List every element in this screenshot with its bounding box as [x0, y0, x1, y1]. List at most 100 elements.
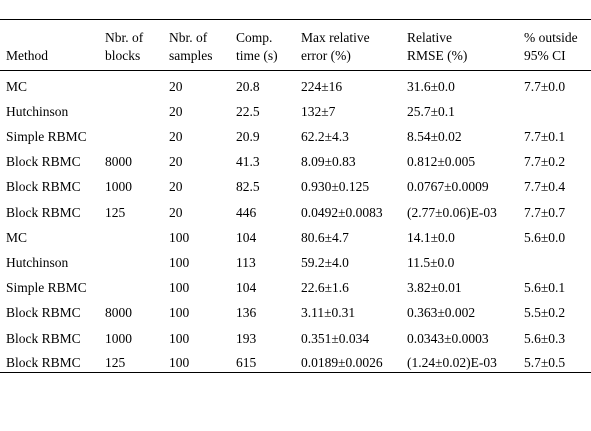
cell-samples: 20	[169, 179, 183, 195]
cell-max-error: 8.09±0.83	[301, 154, 356, 170]
cell-rmse: 3.82±0.01	[407, 280, 462, 296]
cell-rmse: 0.0767±0.0009	[407, 179, 489, 195]
cell-samples: 100	[169, 255, 190, 270]
table-body: MC 20 20.8 224±16 31.6±0.0 7.7±0.0 Hutchinson…	[0, 71, 591, 373]
table-row: Block RBMC 125 20 446 0.0492±0.0083 (2.77±0.0…	[0, 196, 591, 221]
cell-max-error: 0.351±0.034	[301, 330, 370, 346]
cell-samples: 20	[169, 103, 183, 119]
cell-time: 113	[236, 255, 256, 270]
cell-outside-ci: 5.5±0.2	[524, 305, 566, 321]
cell-blocks: 125	[105, 204, 126, 220]
table-row: Block RBMC 125 100 615 0.0189±0.0026 (1.24±0.…	[0, 348, 591, 373]
header-time-line-1: Comp.	[236, 30, 273, 45]
cell-outside-ci: 5.6±0.0	[524, 229, 566, 245]
cell-max-error: 0.0492±0.0083	[301, 204, 383, 220]
header-samples-line-2: samples	[169, 48, 213, 63]
cell-rmse: 0.812±0.005	[407, 154, 476, 170]
cell-outside-ci: 7.7±0.7	[524, 204, 566, 220]
header-time: Comp. time (s)	[236, 20, 301, 71]
cell-outside-ci: 7.7±0.1	[524, 129, 566, 145]
cell-method: Block RBMC	[6, 154, 81, 170]
cell-method: Block RBMC	[6, 330, 81, 346]
header-rmse: Relative RMSE (%)	[407, 20, 524, 71]
cell-method: Simple RBMC	[6, 280, 87, 296]
cell-outside-ci: 7.7±0.0	[524, 78, 566, 94]
cell-max-error: 0.930±0.125	[301, 179, 370, 195]
cell-rmse: 0.363±0.002	[407, 305, 476, 321]
header-max-error: Max relative error (%)	[301, 20, 407, 71]
cell-method: MC	[6, 229, 28, 245]
cell-method: MC	[6, 78, 28, 94]
table-row: MC 20 20.8 224±16 31.6±0.0 7.7±0.0	[0, 71, 591, 96]
cell-rmse: 14.1±0.0	[407, 229, 455, 245]
cell-rmse: 25.7±0.1	[407, 103, 455, 119]
table-row: Block RBMC 1000 20 82.5 0.930±0.125 0.0767±0.…	[0, 171, 591, 196]
table-row: Block RBMC 1000 100 193 0.351±0.034 0.0343±0.…	[0, 322, 591, 347]
cell-samples: 20	[169, 78, 183, 94]
cell-time: 615	[236, 355, 257, 371]
header-max-error-line-2: error (%)	[301, 48, 351, 63]
cell-rmse: (2.77±0.06)E-03	[407, 204, 497, 220]
cell-blocks	[105, 247, 169, 272]
cell-outside-ci: 5.6±0.1	[524, 280, 566, 296]
cell-time: 104	[236, 229, 257, 245]
cell-samples: 100	[169, 355, 190, 371]
cell-max-error: 22.6±1.6	[301, 280, 349, 296]
header-blocks: Nbr. of blocks	[105, 20, 169, 71]
table-header: Method Nbr. of blocks Nbr. of samples Co…	[0, 19, 591, 71]
cell-max-error: 62.2±4.3	[301, 129, 349, 145]
cell-max-error: 59.2±4.0	[301, 255, 349, 270]
cell-blocks: 8000	[105, 154, 132, 170]
cell-outside-ci: 5.7±0.5	[524, 355, 566, 371]
table-row: Hutchinson 20 22.5 132±7 25.7±0.1	[0, 96, 591, 121]
cell-blocks: 8000	[105, 305, 132, 321]
cell-blocks: 1000	[105, 330, 132, 346]
table-row: Block RBMC 8000 20 41.3 8.09±0.83 0.812±0.005…	[0, 146, 591, 171]
cell-time: 22.5	[236, 103, 260, 119]
header-rmse-line-1: Relative	[407, 30, 452, 45]
cell-samples: 20	[169, 154, 183, 170]
cell-time: 41.3	[236, 154, 260, 170]
header-method-line-1	[6, 29, 105, 47]
header-samples: Nbr. of samples	[169, 20, 236, 71]
cell-samples: 100	[169, 330, 190, 346]
cell-rmse: 8.54±0.02	[407, 129, 462, 145]
header-samples-line-1: Nbr. of	[169, 30, 208, 45]
cell-time: 20.8	[236, 78, 260, 94]
header-outside-ci-line-2: 95% CI	[524, 48, 566, 63]
header-method: Method	[6, 20, 105, 71]
cell-rmse: (1.24±0.02)E-03	[407, 355, 497, 371]
cell-time: 136	[236, 305, 257, 321]
table-row: Simple RBMC 100 104 22.6±1.6 3.82±0.01 5.6±0.…	[0, 272, 591, 297]
cell-blocks	[105, 96, 169, 121]
header-max-error-line-1: Max relative	[301, 30, 370, 45]
cell-max-error: 3.11±0.31	[301, 305, 356, 321]
cell-method: Hutchinson	[6, 255, 69, 270]
header-time-line-2: time (s)	[236, 48, 278, 63]
cell-outside-ci: 7.7±0.4	[524, 179, 566, 195]
header-blocks-line-1: Nbr. of	[105, 30, 144, 45]
cell-method: Block RBMC	[6, 179, 81, 195]
cell-max-error: 0.0189±0.0026	[301, 355, 383, 371]
cell-blocks: 1000	[105, 179, 132, 195]
cell-rmse: 11.5±0.0	[407, 255, 455, 270]
table-row: Hutchinson 100 113 59.2±4.0 11.5±0.0	[0, 247, 591, 272]
cell-max-error: 132±7	[301, 103, 336, 119]
cell-max-error: 80.6±4.7	[301, 229, 349, 245]
cell-samples: 100	[169, 305, 190, 321]
results-table: Method Nbr. of blocks Nbr. of samples Co…	[0, 19, 591, 373]
cell-outside-ci	[524, 247, 591, 272]
cell-samples: 20	[169, 129, 183, 145]
cell-rmse: 0.0343±0.0003	[407, 330, 489, 346]
cell-samples: 100	[169, 229, 190, 245]
cell-samples: 20	[169, 204, 183, 220]
cell-blocks	[105, 121, 169, 146]
cell-method: Block RBMC	[6, 305, 81, 321]
cell-outside-ci: 7.7±0.2	[524, 154, 566, 170]
cell-outside-ci	[524, 96, 591, 121]
header-outside-ci: % outside 95% CI	[524, 20, 591, 71]
cell-outside-ci: 5.6±0.3	[524, 330, 566, 346]
table-row: MC 100 104 80.6±4.7 14.1±0.0 5.6±0.0	[0, 222, 591, 247]
cell-samples: 100	[169, 280, 190, 296]
header-rmse-line-2: RMSE (%)	[407, 48, 468, 63]
